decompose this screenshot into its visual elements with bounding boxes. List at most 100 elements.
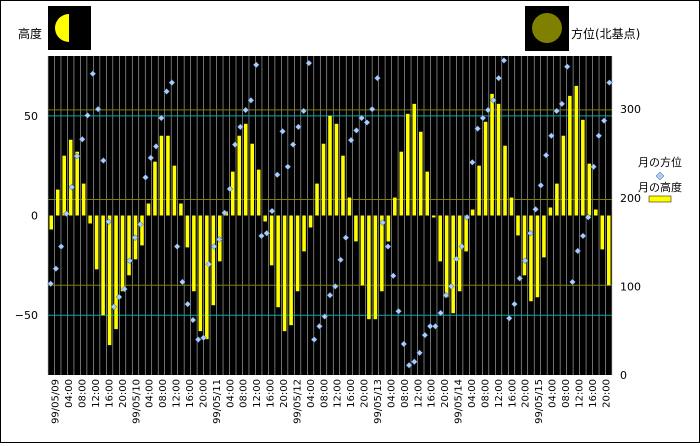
azimuth-point: [284, 163, 292, 171]
azimuth-point: [200, 334, 207, 342]
altitude-bar: [159, 135, 164, 216]
altitude-bar: [490, 93, 494, 216]
azimuth-point: [505, 314, 513, 322]
altitude-bar: [263, 215, 267, 222]
x-tick-label: 12:00: [413, 379, 424, 408]
altitude-bar: [250, 143, 254, 216]
azimuth-point: [326, 291, 334, 299]
azimuth-point: [73, 152, 81, 160]
x-tick-label: 12:00: [91, 379, 102, 408]
azimuth-point: [416, 349, 423, 357]
x-tick-label: 16:00: [346, 379, 357, 408]
altitude-bar: [477, 165, 481, 216]
altitude-bar: [594, 209, 598, 216]
altitude-bar: [470, 209, 475, 216]
azimuth-point: [548, 132, 555, 140]
altitude-bar: [101, 215, 105, 316]
azimuth-point: [400, 340, 408, 348]
azimuth-point: [300, 107, 307, 115]
azimuth-point: [242, 106, 250, 114]
azimuth-point: [168, 79, 176, 86]
x-tick-label: 12:00: [172, 379, 183, 408]
azimuth-point: [316, 322, 323, 330]
right-axis-title: 方位(北基点): [571, 26, 640, 41]
azimuth-point: [105, 218, 112, 226]
azimuth-point: [258, 232, 265, 240]
azimuth-point: [215, 236, 223, 243]
azimuth-point: [516, 275, 524, 282]
azimuth-point: [542, 151, 550, 159]
vertical-gridlines: [47, 56, 613, 375]
altitude-bar: [509, 197, 514, 216]
left-tick-label: 0: [31, 210, 38, 223]
altitude-bar: [289, 215, 293, 326]
azimuth-point: [179, 278, 186, 286]
x-tick-label: 16:00: [588, 379, 599, 408]
x-tick-label: 99/05/11: [212, 379, 223, 424]
azimuth-point: [347, 136, 355, 144]
altitude-bar: [412, 103, 417, 216]
altitude-bar: [367, 215, 371, 320]
altitude-bar: [347, 197, 352, 216]
altitude-bar: [548, 207, 553, 216]
altitude-bar: [237, 135, 242, 216]
azimuth-point: [68, 183, 76, 191]
altitude-bar: [127, 215, 131, 276]
azimuth-point: [447, 283, 455, 290]
azimuth-point: [468, 158, 476, 166]
altitude-bar: [120, 215, 125, 292]
altitude-bar: [302, 215, 306, 252]
x-tick-label: 20:00: [279, 379, 290, 408]
altitude-bar: [606, 215, 611, 286]
x-tick-label: 12:00: [494, 379, 505, 408]
azimuth-point: [184, 300, 192, 308]
azimuth-point: [131, 234, 139, 242]
altitude-bar: [172, 165, 177, 216]
altitude-bar: [256, 169, 261, 216]
x-tick-label: 16:00: [185, 379, 196, 408]
azimuth-point: [558, 100, 566, 108]
altitude-bar: [529, 215, 533, 302]
x-tick-label: 99/05/14: [454, 379, 465, 424]
azimuth-point: [553, 107, 561, 115]
azimuth-point: [289, 141, 297, 148]
altitude-bar: [269, 215, 274, 266]
x-tick-label: 08:00: [400, 379, 411, 408]
altitude-bar: [146, 203, 151, 216]
altitude-bar: [198, 215, 203, 332]
azimuth-point: [421, 331, 429, 339]
azimuth-point: [358, 114, 365, 122]
azimuth-point: [595, 132, 603, 140]
altitude-bar: [205, 215, 209, 340]
azimuth-point: [474, 125, 481, 133]
altitude-bar: [555, 183, 559, 216]
altitude-bar: [107, 215, 112, 346]
azimuth-point: [205, 260, 213, 268]
altitude-bar: [75, 151, 79, 216]
azimuth-point: [247, 96, 255, 104]
azimuth-point: [368, 105, 376, 113]
x-tick-label: 16:00: [266, 379, 277, 408]
azimuth-point: [84, 112, 91, 119]
altitude-bar: [444, 215, 449, 298]
x-tick-label: 08:00: [480, 379, 491, 408]
azimuth-point: [157, 114, 165, 122]
altitude-bar: [600, 215, 605, 250]
azimuth-point: [147, 154, 155, 162]
x-tick-label: 20:00: [198, 379, 209, 408]
right-axis-ticks: 300 200 100 0: [620, 103, 641, 382]
half-moon-icon: [48, 6, 91, 50]
azimuth-point: [57, 243, 65, 250]
altitude-bar: [425, 171, 430, 216]
x-tick-label: 16:00: [427, 379, 438, 408]
azimuth-point: [273, 171, 281, 179]
altitude-bar: [483, 121, 488, 216]
x-tick-label: 99/05/10: [131, 379, 142, 424]
altitude-bar: [542, 215, 546, 258]
azimuth-point: [63, 210, 70, 218]
altitude-bar: [496, 103, 501, 216]
altitude-bar: [568, 95, 572, 216]
azimuth-point: [395, 307, 402, 315]
azimuth-point: [295, 123, 302, 131]
